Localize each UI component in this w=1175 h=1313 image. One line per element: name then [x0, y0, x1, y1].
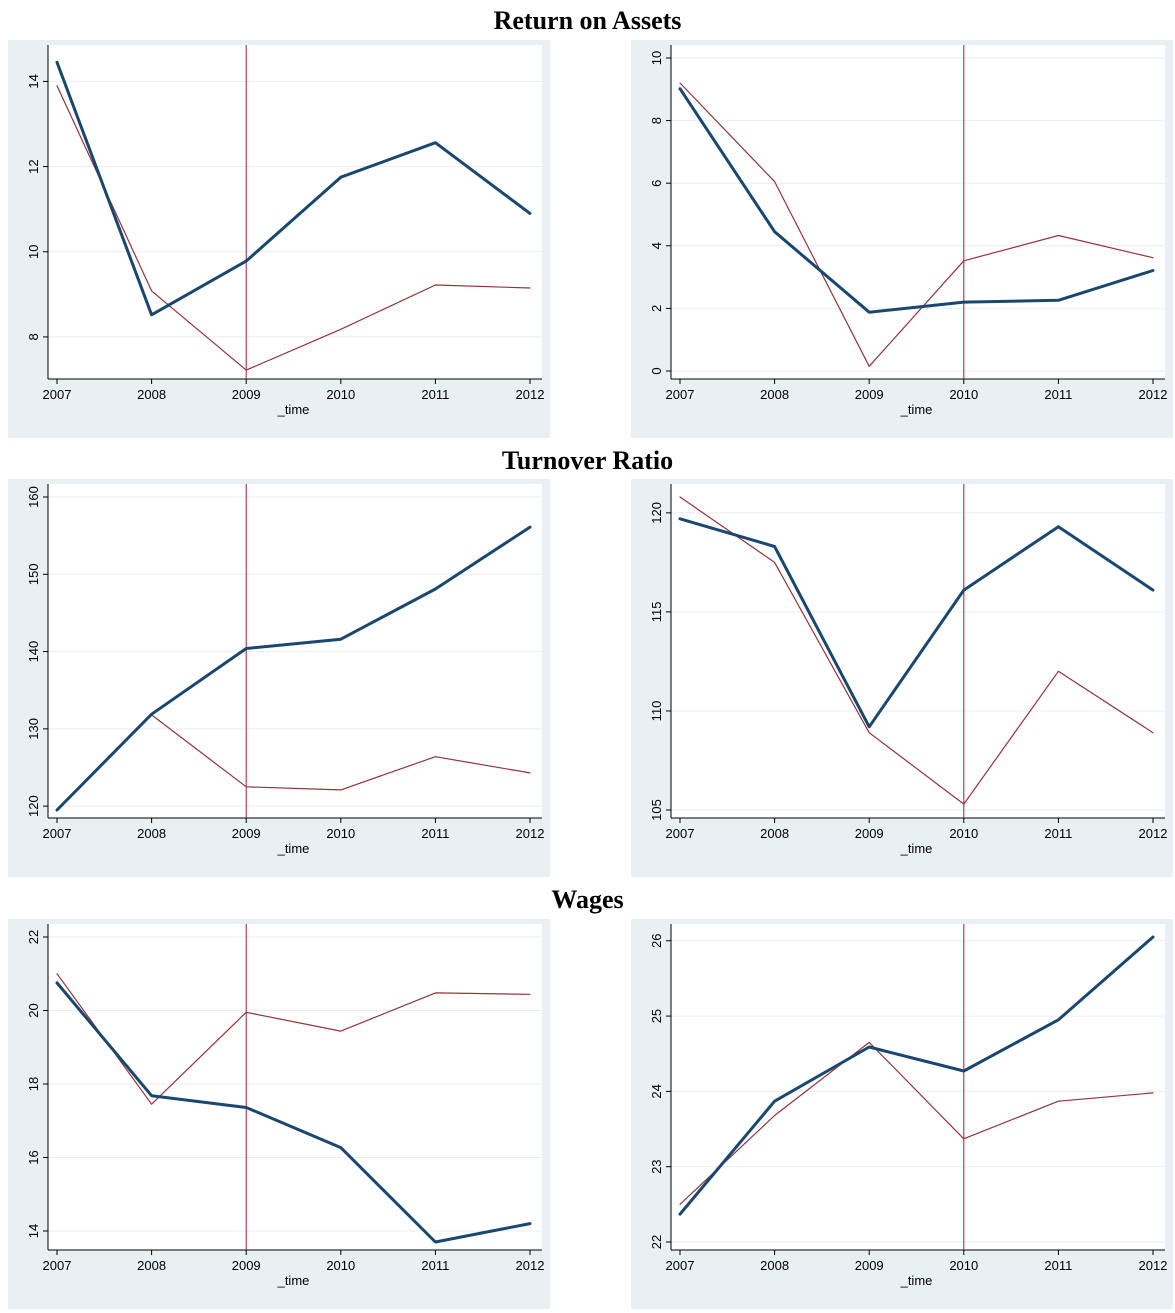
turnover-ratio-left-ytick-label-150: 150: [26, 563, 41, 585]
turnover-ratio-left-ytick-label-160: 160: [26, 486, 41, 508]
return-on-assets-right-series-comparison-line: [679, 82, 1154, 367]
return-on-assets-right-xtick-label-2012: 2012: [1139, 387, 1168, 402]
turnover-ratio-right-ytick-label-110: 110: [649, 701, 664, 722]
return-on-assets-right-ytick-label-8: 8: [649, 117, 664, 124]
turnover-ratio-right-x-axis-title: _time: [900, 841, 933, 856]
wages-left-xtick-label-2010: 2010: [326, 1258, 355, 1273]
return-on-assets-right-ytick-label-4: 4: [649, 242, 664, 249]
section-title-return-on-assets: Return on Assets: [493, 6, 682, 35]
return-on-assets-right-series-treated-line: [678, 87, 1155, 314]
turnover-ratio-left-ytick-label-130: 130: [26, 718, 41, 740]
turnover-ratio-right-ytick-label-105: 105: [649, 799, 664, 821]
turnover-ratio-right-series-comparison-line: [679, 496, 1154, 805]
return-on-assets-right-xtick-label-2010: 2010: [949, 387, 978, 402]
wages-right-xtick-label-2012: 2012: [1139, 1258, 1168, 1273]
turnover-ratio-left-ytick-label-140: 140: [26, 641, 41, 663]
wages-left-xtick-label-2007: 2007: [43, 1258, 72, 1273]
turnover-ratio-left-plot-area: [48, 484, 542, 818]
wages-right-series-treated-line: [678, 935, 1155, 1216]
return-on-assets-right-ytick-label-0: 0: [649, 367, 664, 374]
turnover-ratio-right-xtick-label-2010: 2010: [949, 826, 978, 841]
wages-right-xtick-label-2010: 2010: [949, 1258, 978, 1273]
turnover-ratio-right-xtick-label-2008: 2008: [760, 826, 789, 841]
wages-left-xtick-label-2011: 2011: [421, 1258, 449, 1273]
return-on-assets-right-x-axis-title: _time: [900, 402, 933, 417]
return-on-assets-right-ytick-label-2: 2: [649, 305, 664, 312]
wages-left-ytick-label-18: 18: [26, 1077, 41, 1091]
wages-left-ytick-label-16: 16: [26, 1150, 41, 1164]
return-on-assets-right-plot-area: [671, 45, 1165, 379]
wages-left-xtick-label-2009: 2009: [232, 1258, 261, 1273]
wages-right-xtick-label-2008: 2008: [760, 1258, 789, 1273]
turnover-ratio-left-x-axis-title: _time: [277, 841, 310, 856]
wages-right-xtick-label-2011: 2011: [1044, 1258, 1072, 1273]
turnover-ratio-left-xtick-label-2011: 2011: [421, 826, 449, 841]
turnover-ratio-left-xtick-label-2010: 2010: [326, 826, 355, 841]
wages-left-ytick-label-14: 14: [26, 1224, 41, 1238]
wages-right-panel: 22 23 24 25 26 2007 2008 2009 2010 2011 2012 _time: [631, 919, 1173, 1309]
return-on-assets-left-xtick-label-2010: 2010: [326, 387, 355, 402]
return-on-assets-left-xtick-label-2012: 2012: [516, 387, 545, 402]
return-on-assets-left-series-treated-line: [55, 60, 532, 317]
return-on-assets-left-xtick-label-2008: 2008: [137, 387, 166, 402]
section-title-turnover-ratio: Turnover Ratio: [501, 446, 674, 475]
wages-left-xtick-label-2008: 2008: [137, 1258, 166, 1273]
turnover-ratio-right-plot-area: [671, 484, 1165, 818]
wages-right-series-comparison-line: [679, 1041, 1154, 1205]
return-on-assets-right-panel: 0 2 4 6 8 10 2007 2008 2009 2010 2011 2012 _time: [631, 40, 1173, 438]
wages-right-ytick-label-25: 25: [649, 1009, 664, 1023]
turnover-ratio-right-xtick-label-2007: 2007: [666, 826, 695, 841]
turnover-ratio-left-xtick-label-2008: 2008: [137, 826, 166, 841]
return-on-assets-right-xtick-label-2008: 2008: [760, 387, 789, 402]
return-on-assets-right-xtick-label-2007: 2007: [666, 387, 695, 402]
return-on-assets-left-xtick-label-2007: 2007: [43, 387, 72, 402]
return-on-assets-left-panel: 8 10 12 14 2007 2008 2009 2010 2011 2012 _time: [8, 40, 550, 438]
wages-right-ytick-label-24: 24: [649, 1084, 664, 1098]
wages-right-ytick-label-22: 22: [649, 1235, 664, 1249]
wages-left-xtick-label-2012: 2012: [516, 1258, 545, 1273]
wages-right-ytick-label-26: 26: [649, 934, 664, 948]
wages-right-xtick-label-2009: 2009: [855, 1258, 884, 1273]
turnover-ratio-left-xtick-label-2012: 2012: [516, 826, 545, 841]
turnover-ratio-left-series-treated-line: [55, 525, 532, 812]
return-on-assets-left-xtick-label-2011: 2011: [421, 387, 449, 402]
turnover-ratio-left-ytick-label-120: 120: [26, 795, 41, 817]
turnover-ratio-right-ytick-label-120: 120: [649, 502, 664, 524]
turnover-ratio-left-xtick-label-2009: 2009: [232, 826, 261, 841]
wages-left-ytick-label-20: 20: [26, 1003, 41, 1017]
return-on-assets-left-series-comparison-line: [56, 85, 531, 371]
turnover-ratio-left-panel: 120 130 140 150 160 2007 2008 2009 2010 2011 2012 _…: [8, 479, 550, 877]
return-on-assets-right-ytick-label-6: 6: [649, 180, 664, 187]
wages-right-x-axis-title: _time: [900, 1273, 933, 1288]
return-on-assets-left-x-axis-title: _time: [277, 402, 310, 417]
wages-right-plot-area: [671, 924, 1165, 1250]
wages-right-ytick-label-23: 23: [649, 1159, 664, 1173]
turnover-ratio-right-ytick-label-115: 115: [649, 602, 664, 623]
wages-left-plot-area: [48, 924, 542, 1250]
turnover-ratio-right-panel: 105 110 115 120 2007 2008 2009 2010 2011 2012 _tim…: [631, 479, 1173, 877]
turnover-ratio-right-xtick-label-2009: 2009: [855, 826, 884, 841]
wages-right-xtick-label-2007: 2007: [666, 1258, 695, 1273]
return-on-assets-left-xtick-label-2009: 2009: [232, 387, 261, 402]
wages-left-x-axis-title: _time: [277, 1273, 310, 1288]
return-on-assets-left-ytick-label-10: 10: [26, 245, 41, 259]
return-on-assets-right-xtick-label-2011: 2011: [1044, 387, 1072, 402]
wages-left-ytick-label-22: 22: [26, 930, 41, 944]
section-title-wages: Wages: [551, 885, 624, 914]
return-on-assets-left-ytick-label-12: 12: [26, 159, 41, 173]
turnover-ratio-right-xtick-label-2012: 2012: [1139, 826, 1168, 841]
wages-left-series-comparison-line: [56, 973, 531, 1105]
turnover-ratio-right-series-treated-line: [678, 517, 1155, 729]
turnover-ratio-right-xtick-label-2011: 2011: [1044, 826, 1072, 841]
return-on-assets-left-ytick-label-8: 8: [26, 333, 41, 340]
return-on-assets-left-ytick-label-14: 14: [26, 74, 41, 88]
turnover-ratio-left-xtick-label-2007: 2007: [43, 826, 72, 841]
return-on-assets-left-plot-area: [48, 45, 542, 379]
wages-left-panel: 14 16 18 20 22 2007 2008 2009 2010 2011 2012 _time: [8, 919, 550, 1309]
return-on-assets-right-xtick-label-2009: 2009: [855, 387, 884, 402]
wages-left-series-treated-line: [55, 981, 532, 1244]
return-on-assets-right-ytick-label-10: 10: [649, 51, 664, 65]
